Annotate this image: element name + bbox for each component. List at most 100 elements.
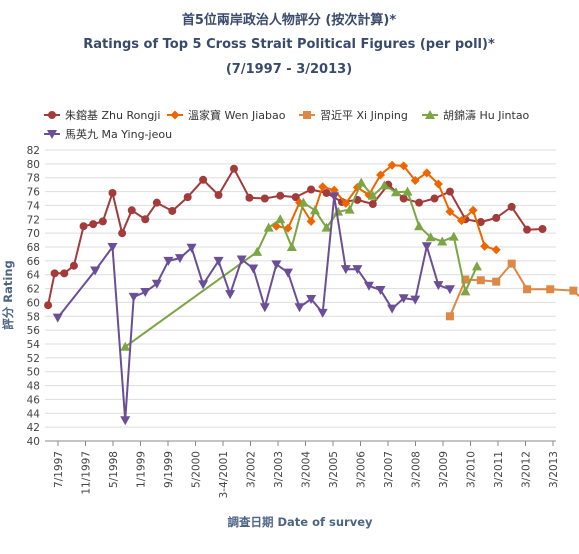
- data-point[interactable]: [399, 161, 409, 171]
- legend-item[interactable]: 溫家寶 Wen Jiabao: [167, 108, 286, 122]
- data-point[interactable]: [90, 266, 101, 276]
- data-point[interactable]: [387, 304, 398, 314]
- data-point[interactable]: [294, 303, 305, 313]
- data-point[interactable]: [410, 175, 420, 185]
- data-point[interactable]: [471, 261, 482, 271]
- data-point[interactable]: [433, 179, 443, 189]
- legend-item[interactable]: 胡錦濤 Hu Jintao: [422, 108, 530, 122]
- data-point[interactable]: [79, 222, 88, 231]
- data-point[interactable]: [333, 206, 344, 216]
- data-point[interactable]: [344, 204, 355, 214]
- data-point[interactable]: [569, 286, 578, 295]
- data-point[interactable]: [387, 160, 397, 170]
- data-point[interactable]: [546, 285, 555, 294]
- legend-item[interactable]: 習近平 Xi Jinping: [299, 109, 408, 122]
- data-point[interactable]: [282, 268, 293, 278]
- data-point[interactable]: [480, 241, 490, 251]
- data-point[interactable]: [356, 177, 367, 187]
- data-point[interactable]: [476, 218, 485, 227]
- data-point[interactable]: [120, 416, 131, 426]
- data-point[interactable]: [263, 222, 274, 232]
- data-point[interactable]: [341, 198, 351, 208]
- data-point[interactable]: [460, 286, 471, 296]
- data-point[interactable]: [507, 259, 516, 268]
- data-point[interactable]: [322, 188, 331, 197]
- data-point[interactable]: [468, 205, 478, 215]
- data-point[interactable]: [245, 193, 254, 202]
- data-point[interactable]: [198, 280, 209, 290]
- data-point[interactable]: [306, 216, 316, 226]
- data-point[interactable]: [174, 254, 185, 264]
- legend-item[interactable]: 馬英九 Ma Ying-jeou: [44, 127, 172, 141]
- data-point[interactable]: [425, 232, 436, 242]
- data-point[interactable]: [127, 206, 136, 215]
- data-point[interactable]: [260, 194, 269, 203]
- data-point[interactable]: [69, 261, 78, 270]
- data-point[interactable]: [433, 281, 444, 291]
- data-point[interactable]: [229, 164, 238, 173]
- data-point[interactable]: [492, 213, 501, 222]
- data-point[interactable]: [60, 269, 69, 278]
- data-point[interactable]: [50, 269, 59, 278]
- data-point[interactable]: [291, 193, 300, 202]
- data-point[interactable]: [259, 303, 270, 313]
- data-point[interactable]: [379, 180, 390, 190]
- data-point[interactable]: [108, 188, 117, 197]
- data-point[interactable]: [89, 220, 98, 229]
- data-point[interactable]: [275, 214, 286, 224]
- data-point[interactable]: [340, 265, 351, 275]
- data-point[interactable]: [445, 207, 455, 217]
- data-point[interactable]: [421, 242, 432, 252]
- data-point[interactable]: [523, 225, 532, 234]
- data-point[interactable]: [120, 341, 131, 351]
- data-point[interactable]: [317, 308, 328, 318]
- data-point[interactable]: [225, 290, 236, 300]
- data-point[interactable]: [276, 191, 285, 200]
- data-point[interactable]: [422, 168, 432, 178]
- data-point[interactable]: [141, 215, 150, 224]
- data-point[interactable]: [399, 194, 408, 203]
- data-point[interactable]: [152, 198, 161, 207]
- data-point[interactable]: [183, 193, 192, 202]
- data-point[interactable]: [44, 301, 53, 310]
- data-point[interactable]: [376, 170, 386, 180]
- data-point[interactable]: [444, 285, 455, 295]
- data-point[interactable]: [329, 192, 340, 202]
- data-point[interactable]: [286, 242, 297, 251]
- data-point[interactable]: [523, 285, 532, 294]
- data-point[interactable]: [368, 200, 377, 209]
- data-point[interactable]: [140, 288, 151, 298]
- data-point[interactable]: [402, 186, 413, 196]
- data-point[interactable]: [363, 281, 374, 291]
- data-point[interactable]: [476, 276, 485, 285]
- data-point[interactable]: [107, 243, 118, 252]
- data-point[interactable]: [248, 264, 259, 274]
- data-point[interactable]: [271, 260, 282, 270]
- data-point[interactable]: [309, 205, 320, 215]
- data-point[interactable]: [298, 197, 309, 207]
- data-point[interactable]: [410, 295, 421, 305]
- data-point[interactable]: [321, 222, 332, 232]
- data-point[interactable]: [430, 194, 439, 203]
- data-point[interactable]: [128, 292, 139, 302]
- data-point[interactable]: [367, 190, 378, 200]
- data-point[interactable]: [445, 187, 454, 196]
- data-point[interactable]: [352, 265, 363, 275]
- data-point[interactable]: [318, 182, 328, 192]
- data-point[interactable]: [214, 191, 223, 200]
- data-point[interactable]: [445, 312, 454, 321]
- data-point[interactable]: [507, 202, 516, 211]
- data-point[interactable]: [461, 275, 470, 284]
- data-point[interactable]: [448, 231, 459, 241]
- data-point[interactable]: [163, 256, 174, 266]
- data-point[interactable]: [375, 285, 386, 295]
- data-point[interactable]: [538, 224, 547, 233]
- data-point[interactable]: [415, 198, 424, 207]
- data-point[interactable]: [492, 277, 501, 286]
- data-point[interactable]: [390, 187, 401, 197]
- data-point[interactable]: [236, 255, 247, 265]
- data-point[interactable]: [457, 216, 467, 226]
- data-point[interactable]: [168, 206, 177, 215]
- data-point[interactable]: [98, 217, 107, 226]
- data-point[interactable]: [491, 245, 501, 255]
